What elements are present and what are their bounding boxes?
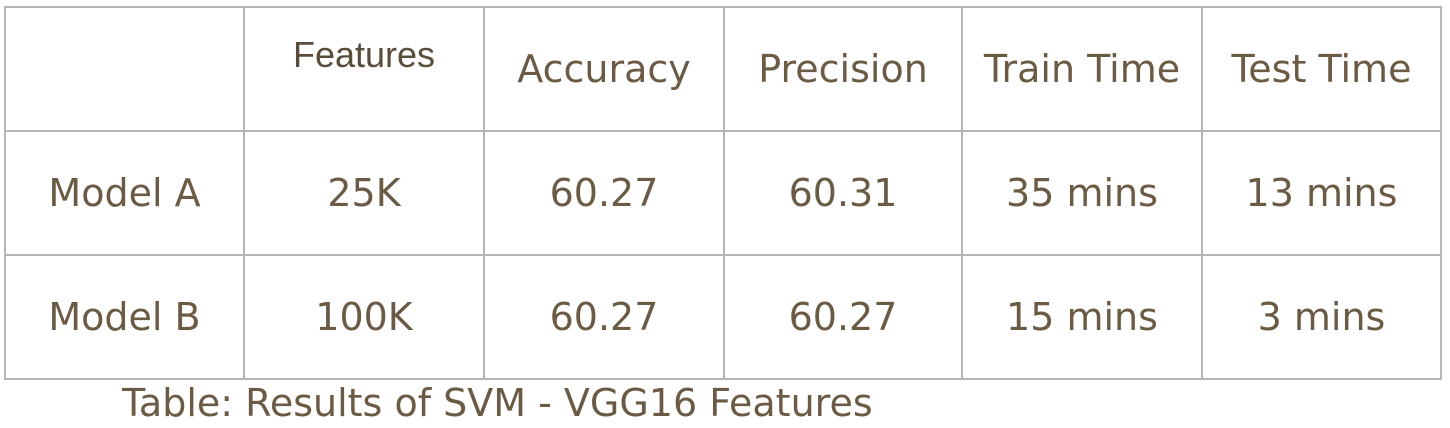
table-row: Model A 25K 60.27 60.31 35 mins 13 mins	[4, 130, 1442, 256]
precision-cell: 60.31	[723, 130, 963, 256]
precision-cell: 60.27	[723, 254, 963, 380]
features-cell: 100K	[243, 254, 485, 380]
header-cell-empty	[4, 6, 245, 132]
accuracy-cell: 60.27	[483, 254, 725, 380]
train-time-cell: 35 mins	[961, 130, 1203, 256]
header-cell-features: Features	[243, 6, 485, 132]
train-time-cell: 15 mins	[961, 254, 1203, 380]
test-time-cell: 13 mins	[1201, 130, 1442, 256]
header-cell-test-time: Test Time	[1201, 6, 1442, 132]
table-header-row: Features Accuracy Precision Train Time T…	[4, 6, 1442, 132]
table-row: Model B 100K 60.27 60.27 15 mins 3 mins	[4, 254, 1442, 380]
accuracy-cell: 60.27	[483, 130, 725, 256]
header-cell-train-time: Train Time	[961, 6, 1203, 132]
row-label-cell: Model A	[4, 130, 245, 256]
test-time-cell: 3 mins	[1201, 254, 1442, 380]
header-cell-precision: Precision	[723, 6, 963, 132]
header-cell-accuracy: Accuracy	[483, 6, 725, 132]
row-label-cell: Model B	[4, 254, 245, 380]
features-cell: 25K	[243, 130, 485, 256]
results-table: Features Accuracy Precision Train Time T…	[4, 6, 1442, 380]
table-caption: Table: Results of SVM - VGG16 Features	[122, 381, 873, 425]
